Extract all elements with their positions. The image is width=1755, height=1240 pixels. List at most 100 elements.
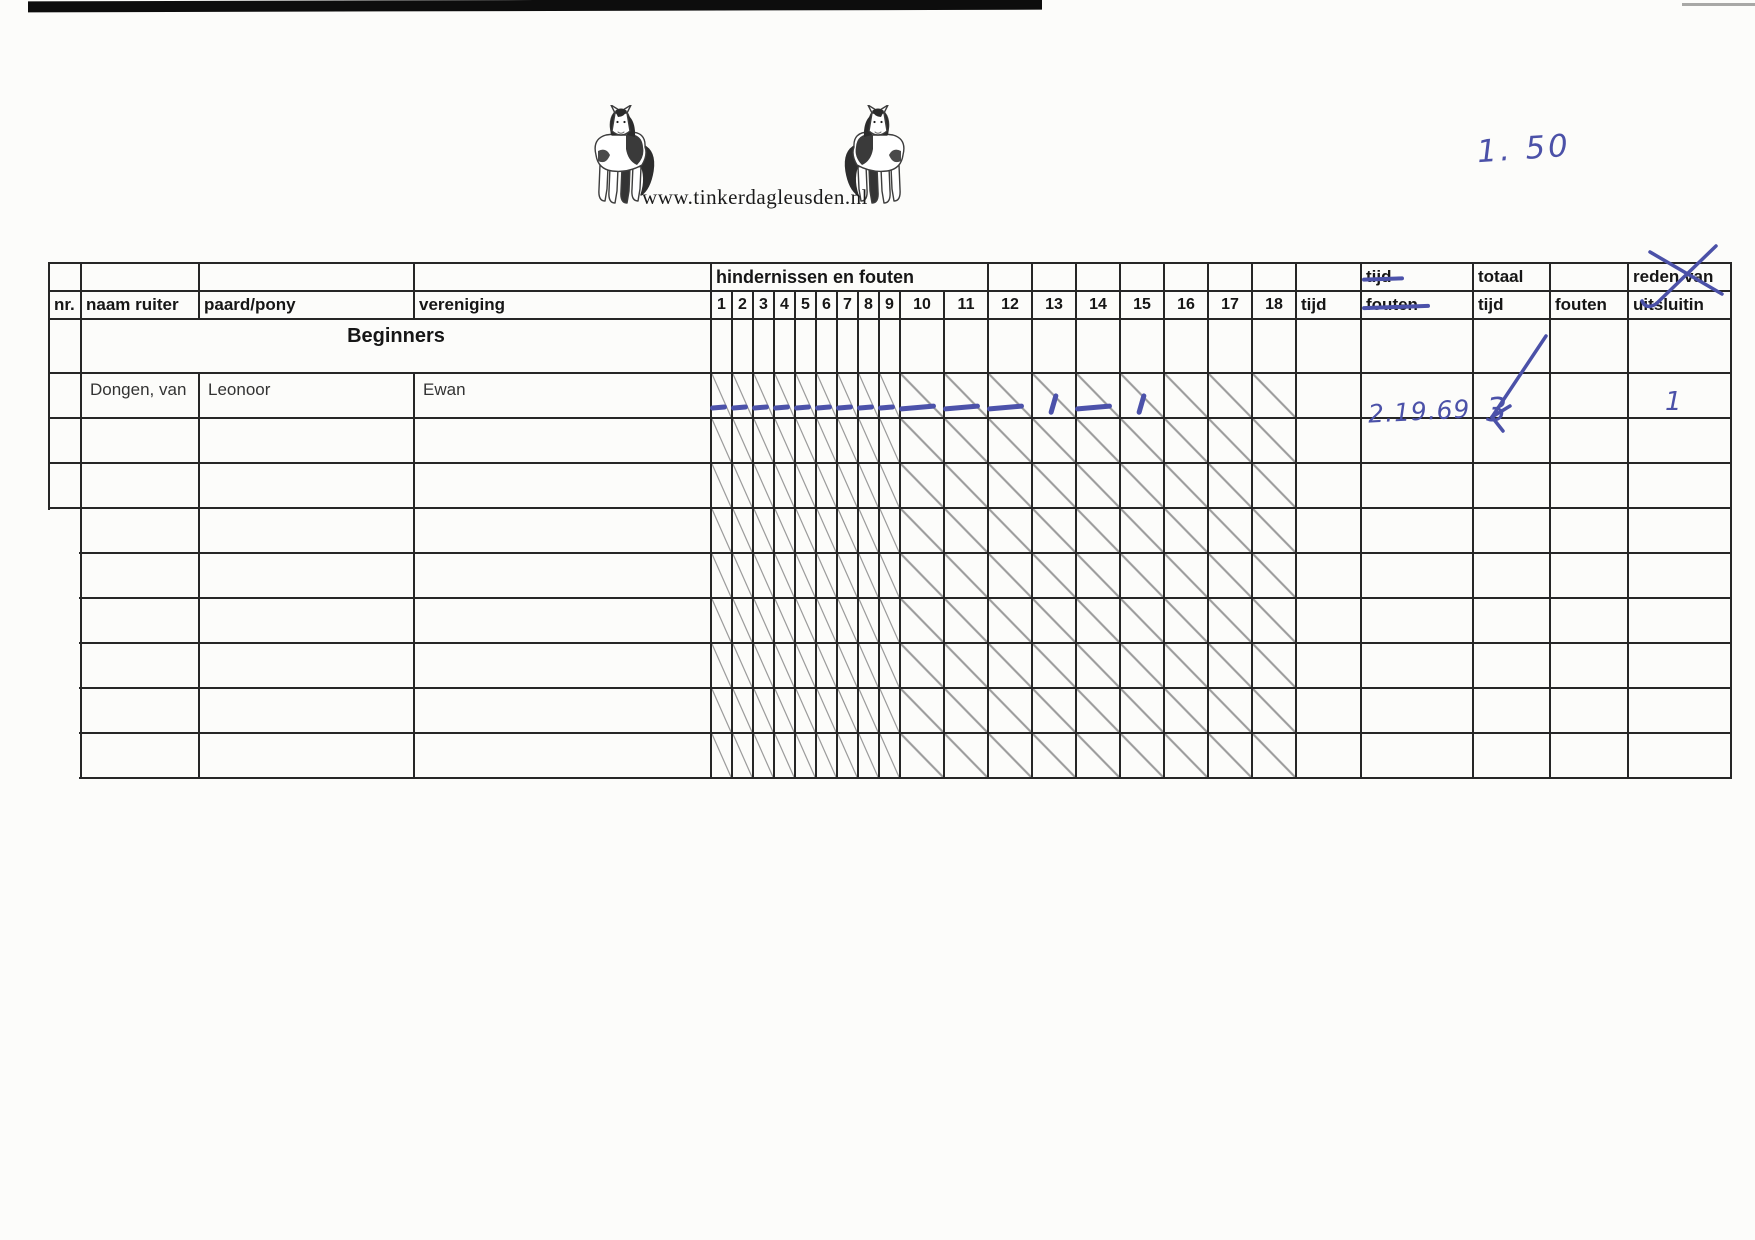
obstacle-cell: [772, 372, 796, 419]
category-label: Beginners: [80, 318, 712, 374]
handwritten-reden: 1: [1665, 387, 1683, 417]
pen-dash-mark: [751, 403, 769, 410]
obstacle-cell: [1119, 417, 1166, 464]
obstacle-number-7: 7: [836, 290, 859, 320]
col-tijd-fouten-line2: fouten: [1360, 290, 1475, 320]
obstacle-cell: [773, 507, 796, 554]
pen-slash-mark: [1047, 392, 1059, 416]
struck-label-fouten: fouten: [1366, 295, 1418, 314]
empty-row: [48, 507, 1733, 554]
obstacle-number-3: 3: [752, 290, 775, 320]
empty-row: [48, 642, 1733, 689]
obstacle-cell: [942, 372, 990, 419]
obstacle-cell: [1075, 318, 1122, 374]
obstacle-header-spacer: [1251, 262, 1298, 292]
obstacle-cell: [752, 552, 775, 599]
rider-row: Dongen, van Leonoor Ewan 2.19.69 3 1: [48, 372, 1733, 429]
obstacle-cell: [1207, 417, 1254, 464]
rider-name-cell: [80, 417, 200, 464]
fouten-cell: [1549, 507, 1630, 554]
obstacle-cell: [1207, 462, 1254, 509]
obstacle-cell: [731, 507, 754, 554]
club-cell: [413, 732, 712, 779]
obstacle-cell: [1075, 507, 1122, 554]
fouten-cell: [1549, 732, 1630, 779]
obstacle-cell: [1163, 462, 1210, 509]
obstacle-cell: [942, 507, 990, 554]
obstacle-cell: [856, 372, 880, 419]
obstacle-cell: [899, 597, 945, 644]
category-row: Beginners: [48, 318, 1733, 374]
obstacle-cell: [1031, 372, 1078, 419]
tijd-cell: [1295, 732, 1363, 779]
obstacle-cell: [794, 597, 817, 644]
obstacle-number-13: 13: [1031, 290, 1078, 320]
pen-dash-mark: [856, 403, 874, 410]
reden-cell: [1627, 318, 1733, 374]
obstacle-number-17: 17: [1207, 290, 1254, 320]
reden-cell: [1627, 642, 1733, 689]
tijd-fouten-cell: [1360, 318, 1475, 374]
fouten-cell: [1549, 687, 1630, 734]
obstacle-cell: [857, 687, 880, 734]
obstacle-cell: [835, 372, 859, 419]
scan-edge-artifact: [27, 0, 1043, 13]
obstacle-cell: [857, 507, 880, 554]
obstacle-cell: [1031, 597, 1078, 644]
obstacle-cell: [1251, 552, 1298, 599]
obstacle-cell: [987, 687, 1034, 734]
obstacle-cell: [794, 642, 817, 689]
obstacle-cell: [878, 552, 901, 599]
obstacle-cell: [857, 552, 880, 599]
fouten-cell: [1549, 642, 1630, 689]
rider-name-cell: [80, 462, 200, 509]
obstacle-cell: [1163, 372, 1210, 419]
tijd-fouten-cell: [1360, 597, 1475, 644]
obstacle-cell: [752, 687, 775, 734]
obstacle-cell: [942, 462, 990, 509]
rider-name-cell: Dongen, van: [80, 372, 200, 419]
obstacle-cell: [1031, 687, 1078, 734]
obstacle-cell: [1031, 417, 1078, 464]
obstacle-cell: [794, 318, 817, 374]
obstacle-cell: [1207, 597, 1254, 644]
obstacle-cell: [1163, 732, 1210, 779]
rider-name-cell: [80, 552, 200, 599]
obstacle-cell: [709, 372, 733, 419]
tijd-cell: [1295, 642, 1363, 689]
obstacle-cell: [1075, 732, 1122, 779]
obstacle-cell: [731, 417, 754, 464]
obstacle-cell: [878, 597, 901, 644]
obstacle-cell: [710, 687, 733, 734]
obstacle-cell: [1119, 372, 1166, 419]
obstacle-cell: [1207, 552, 1254, 599]
obstacle-cell: [752, 642, 775, 689]
nr-cell: [48, 318, 82, 374]
obstacle-number-4: 4: [773, 290, 796, 320]
fouten-cell: [1549, 462, 1630, 509]
obstacle-cell: [710, 462, 733, 509]
empty-row: [48, 732, 1733, 779]
nr-header-spacer: [48, 262, 82, 292]
tijd-cell: [1295, 597, 1363, 644]
club-cell: [413, 687, 712, 734]
obstacle-cell: [1251, 732, 1298, 779]
obstacle-cell: [1251, 462, 1298, 509]
obstacle-cell: [752, 732, 775, 779]
obstacle-cell: [836, 417, 859, 464]
obstacle-cell: [751, 372, 775, 419]
obstacle-cell: [1163, 597, 1210, 644]
obstacle-cell: [1207, 507, 1254, 554]
obstacle-cell: [1031, 462, 1078, 509]
obstacle-cell: [710, 597, 733, 644]
reden-cell: [1627, 552, 1733, 599]
obstacle-cell: [1163, 687, 1210, 734]
club-cell: [413, 597, 712, 644]
obstacle-cell: [899, 462, 945, 509]
obstacle-number-18: 18: [1251, 290, 1298, 320]
fouten-cell: [1549, 417, 1630, 464]
club-cell: Ewan: [413, 372, 712, 419]
fouten-cell: [1549, 552, 1630, 599]
